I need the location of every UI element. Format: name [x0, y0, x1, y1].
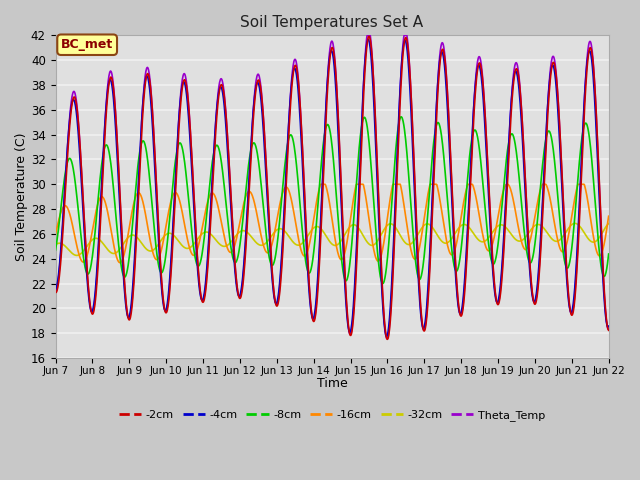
- -4cm: [491, 290, 499, 296]
- Theta_Temp: [237, 293, 244, 299]
- -4cm: [52, 287, 60, 293]
- -2cm: [175, 132, 182, 138]
- Theta_Temp: [419, 324, 426, 330]
- Theta_Temp: [364, 33, 371, 38]
- -4cm: [540, 176, 547, 181]
- -16cm: [116, 260, 124, 265]
- -32cm: [540, 225, 547, 230]
- Theta_Temp: [383, 336, 391, 341]
- -4cm: [161, 308, 169, 313]
- -32cm: [73, 252, 81, 258]
- -2cm: [419, 323, 426, 329]
- -4cm: [237, 291, 244, 297]
- Title: Soil Temperatures Set A: Soil Temperatures Set A: [241, 15, 424, 30]
- -8cm: [237, 239, 244, 244]
- Theta_Temp: [491, 287, 499, 293]
- -16cm: [317, 181, 324, 187]
- -2cm: [365, 34, 373, 39]
- Theta_Temp: [175, 122, 182, 128]
- -32cm: [491, 227, 499, 232]
- -8cm: [491, 259, 499, 265]
- -16cm: [52, 231, 60, 237]
- -16cm: [175, 195, 183, 201]
- -16cm: [237, 215, 244, 220]
- Y-axis label: Soil Temperature (C): Soil Temperature (C): [15, 132, 28, 261]
- -4cm: [605, 323, 612, 329]
- -2cm: [52, 289, 60, 295]
- -2cm: [383, 336, 391, 342]
- Theta_Temp: [540, 181, 547, 187]
- -16cm: [419, 226, 426, 232]
- -16cm: [540, 181, 547, 187]
- -4cm: [365, 36, 372, 42]
- -4cm: [175, 121, 182, 127]
- -16cm: [605, 213, 612, 219]
- Line: -32cm: -32cm: [56, 223, 609, 255]
- -8cm: [605, 251, 612, 257]
- Line: -2cm: -2cm: [56, 36, 609, 339]
- Legend: -2cm, -4cm, -8cm, -16cm, -32cm, Theta_Temp: -2cm, -4cm, -8cm, -16cm, -32cm, Theta_Te…: [115, 406, 550, 425]
- -8cm: [379, 281, 387, 287]
- -4cm: [419, 324, 426, 330]
- X-axis label: Time: Time: [317, 377, 348, 390]
- -2cm: [605, 327, 612, 333]
- Line: -16cm: -16cm: [56, 184, 609, 263]
- Theta_Temp: [161, 308, 169, 313]
- Theta_Temp: [52, 288, 60, 293]
- -8cm: [161, 258, 169, 264]
- -2cm: [237, 295, 244, 301]
- -32cm: [237, 228, 244, 234]
- -32cm: [52, 242, 60, 248]
- -16cm: [161, 227, 169, 232]
- -2cm: [540, 192, 547, 197]
- -32cm: [161, 232, 169, 238]
- Text: BC_met: BC_met: [61, 38, 113, 51]
- -8cm: [175, 142, 182, 148]
- Theta_Temp: [605, 326, 612, 332]
- -16cm: [491, 231, 499, 237]
- Line: -4cm: -4cm: [56, 39, 609, 336]
- Line: -8cm: -8cm: [56, 117, 609, 284]
- -32cm: [175, 239, 183, 244]
- -32cm: [571, 220, 579, 226]
- -8cm: [52, 247, 60, 253]
- -2cm: [491, 286, 499, 291]
- -8cm: [397, 114, 405, 120]
- -8cm: [419, 266, 426, 272]
- Line: Theta_Temp: Theta_Temp: [56, 36, 609, 338]
- -32cm: [605, 221, 612, 227]
- -8cm: [540, 152, 547, 157]
- -4cm: [383, 334, 390, 339]
- -2cm: [161, 308, 169, 314]
- -32cm: [419, 225, 426, 230]
